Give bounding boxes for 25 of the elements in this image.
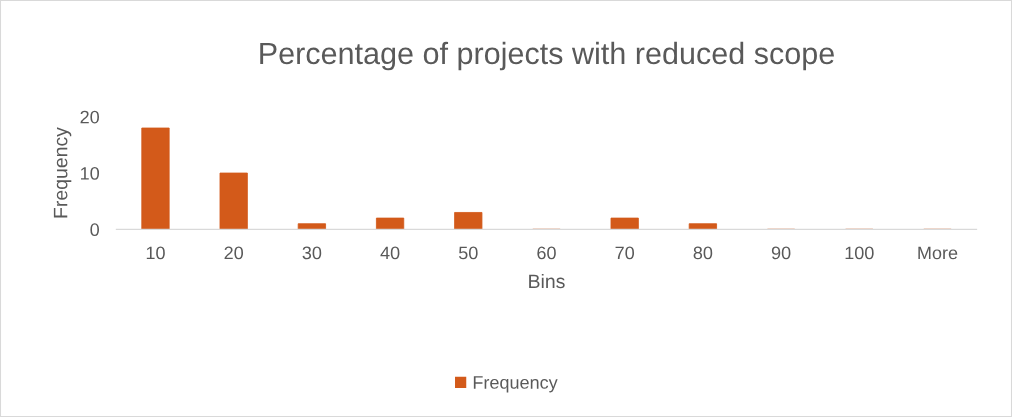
x-tick-label: 70 (615, 246, 635, 260)
y-tick-label: 0 (90, 223, 100, 237)
x-tick-label: More (918, 246, 958, 260)
bar (610, 217, 639, 230)
x-tick-label: 100 (845, 246, 874, 260)
x-tick-label: 80 (693, 246, 713, 260)
chart-title: Percentage of projects with reduced scope (260, 41, 834, 71)
bar (688, 223, 717, 230)
bar (141, 127, 170, 230)
x-axis-title: Bins (529, 273, 565, 289)
x-tick-label: 10 (146, 246, 165, 260)
x-tick-label: 50 (458, 246, 478, 260)
y-tick-label: 10 (81, 166, 100, 180)
x-tick-label: 90 (771, 246, 791, 260)
x-tick-label: 20 (224, 246, 244, 260)
x-tick-label: 30 (302, 246, 322, 260)
legend-label: Frequency (473, 376, 558, 393)
x-tick-label: 40 (380, 246, 400, 260)
x-tick-label: 60 (537, 246, 556, 260)
bar (454, 212, 483, 230)
bar (219, 172, 248, 230)
y-axis-title: Frequency (53, 127, 72, 218)
y-tick-label: 20 (80, 110, 100, 124)
bar (297, 223, 326, 230)
bar (375, 217, 405, 230)
